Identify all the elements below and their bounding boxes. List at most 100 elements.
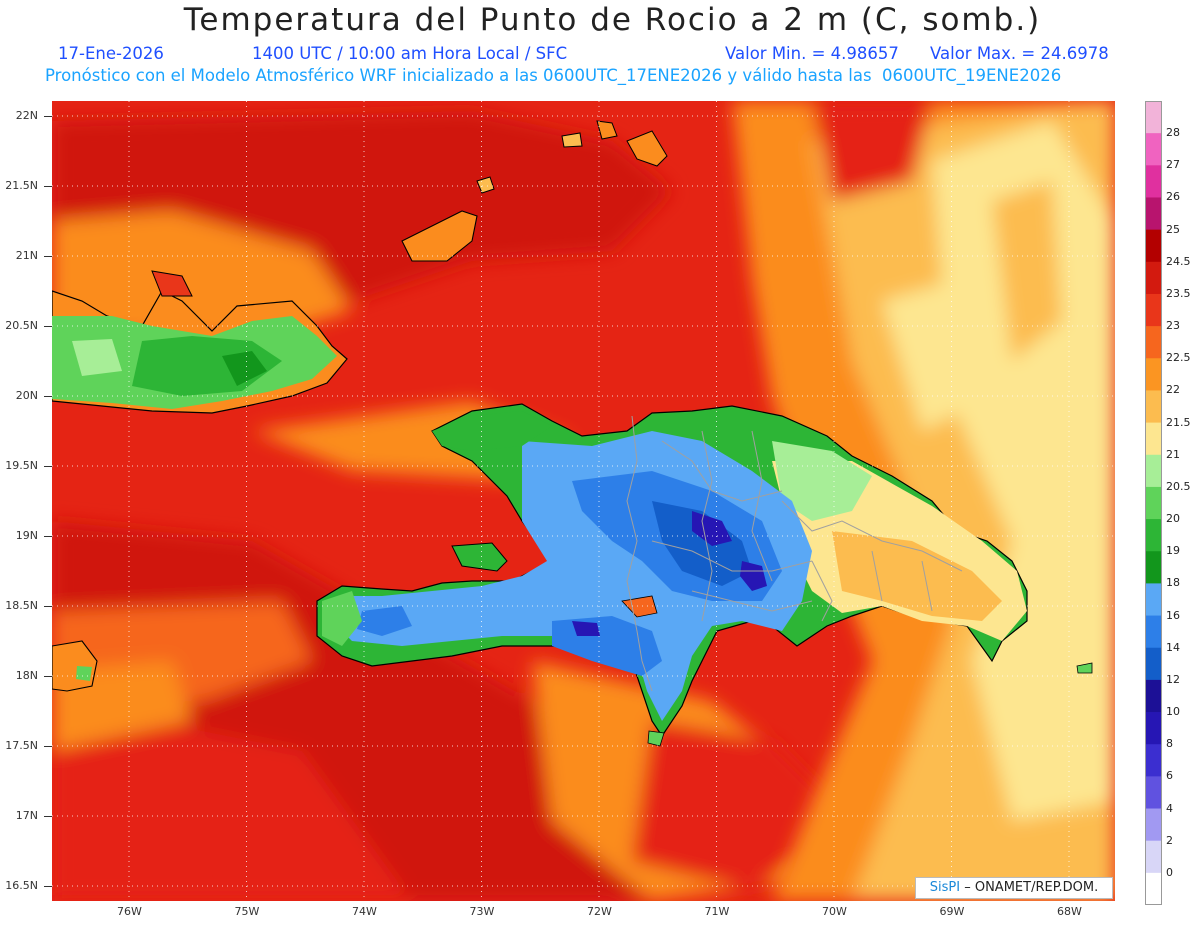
colorbar-swatch xyxy=(1145,165,1162,198)
colorbar-swatch xyxy=(1145,840,1162,874)
colorbar-label: 26 xyxy=(1166,190,1180,204)
lon-label: 69W xyxy=(939,905,965,918)
colorbar-swatch xyxy=(1145,615,1162,649)
credit-box: SisPI – ONAMET/REP.DOM. xyxy=(915,877,1113,899)
lat-label: 19N xyxy=(15,529,38,542)
lon-label: 71W xyxy=(704,905,730,918)
colorbar-label: 6 xyxy=(1166,769,1173,783)
colorbar-label: 4 xyxy=(1166,801,1173,815)
colorbar-label: 10 xyxy=(1166,705,1180,719)
chart-title: Temperatura del Punto de Rocio a 2 m (C,… xyxy=(183,2,1042,38)
lat-tick xyxy=(44,186,52,187)
colorbar-label: 0 xyxy=(1166,865,1173,879)
lat-tick xyxy=(44,466,52,467)
graticule xyxy=(52,101,1115,901)
colorbar-swatch xyxy=(1145,872,1162,905)
colorbar-label: 27 xyxy=(1166,158,1180,172)
colorbar-label: 8 xyxy=(1166,737,1173,751)
lat-tick xyxy=(44,676,52,677)
max-value-label: Valor Max. = 24.6978 xyxy=(930,44,1109,63)
colorbar-swatch xyxy=(1145,422,1162,456)
colorbar-swatch xyxy=(1145,744,1162,777)
credit-brand: SisPI xyxy=(929,880,961,895)
min-value-label: Valor Min. = 4.98657 xyxy=(725,44,899,63)
gonave-island xyxy=(451,542,508,572)
beata-island xyxy=(647,730,665,747)
dewpoint-map xyxy=(52,101,1115,901)
lat-tick xyxy=(44,396,52,397)
cuba-landmass xyxy=(52,290,348,414)
colorbar-label: 25 xyxy=(1166,222,1180,236)
lat-tick xyxy=(44,886,52,887)
credit-text: – ONAMET/REP.DOM. xyxy=(960,880,1099,895)
colorbar-swatch xyxy=(1145,293,1162,327)
lat-tick xyxy=(44,606,52,607)
colorbar-swatch xyxy=(1145,647,1162,681)
lat-label: 20.5N xyxy=(5,319,38,332)
lat-label: 17N xyxy=(15,809,38,822)
colorbar-label: 2 xyxy=(1166,833,1173,847)
jamaica-green-patch xyxy=(76,666,92,681)
colorbar-swatch xyxy=(1145,808,1162,842)
colorbar-label: 19 xyxy=(1166,544,1180,558)
lat-tick xyxy=(44,116,52,117)
colorbar-label: 18 xyxy=(1166,576,1180,590)
colorbar-swatch xyxy=(1145,712,1162,745)
lon-label: 68W xyxy=(1057,905,1082,918)
colorbar-swatch xyxy=(1145,519,1162,552)
colorbar-label: 16 xyxy=(1166,608,1180,622)
lat-label: 18N xyxy=(15,669,38,682)
lat-label: 17.5N xyxy=(5,739,38,752)
colorbar-swatch xyxy=(1145,776,1162,810)
hispaniola-landmass xyxy=(316,403,1028,738)
colorbar-swatch xyxy=(1145,326,1162,359)
lat-tick xyxy=(44,816,52,817)
lon-label: 75W xyxy=(234,905,260,918)
colorbar-swatch xyxy=(1145,101,1162,134)
lon-label: 72W xyxy=(587,905,612,918)
colorbar-swatch xyxy=(1145,229,1162,263)
colorbar-label: 22.5 xyxy=(1166,351,1191,365)
colorbar-label: 20 xyxy=(1166,512,1180,526)
lat-label: 20N xyxy=(15,389,38,402)
lat-tick xyxy=(44,256,52,257)
colorbar xyxy=(1145,101,1162,905)
bahamas-islands xyxy=(151,120,668,297)
lat-tick xyxy=(44,536,52,537)
lat-label: 21.5N xyxy=(5,179,38,192)
colorbar-swatch xyxy=(1145,390,1162,424)
lat-label: 19.5N xyxy=(5,459,38,472)
lat-tick xyxy=(44,326,52,327)
colorbar-swatch xyxy=(1145,454,1162,488)
mona-island xyxy=(1076,662,1093,674)
lat-label: 18.5N xyxy=(5,599,38,612)
colorbar-label: 20.5 xyxy=(1166,479,1191,493)
time-label: 1400 UTC / 10:00 am Hora Local / SFC xyxy=(252,44,568,63)
colorbar-swatch xyxy=(1145,551,1162,584)
colorbar-swatch xyxy=(1145,583,1162,617)
lon-label: 74W xyxy=(352,905,377,918)
colorbar-label: 12 xyxy=(1166,672,1180,686)
model-info-label: Pronóstico con el Modelo Atmosférico WRF… xyxy=(45,66,1062,85)
lon-label: 76W xyxy=(117,905,142,918)
lon-label: 73W xyxy=(469,905,495,918)
lon-label: 70W xyxy=(822,905,847,918)
colorbar-swatch xyxy=(1145,358,1162,391)
colorbar-border xyxy=(1145,101,1162,905)
colorbar-label: 22 xyxy=(1166,383,1180,397)
colorbar-swatch xyxy=(1145,486,1162,520)
colorbar-swatch xyxy=(1145,679,1162,713)
colorbar-swatch xyxy=(1145,197,1162,231)
colorbar-swatch xyxy=(1145,261,1162,295)
lat-label: 16.5N xyxy=(5,879,38,892)
colorbar-label: 21 xyxy=(1166,447,1180,461)
colorbar-label: 23.5 xyxy=(1166,286,1191,300)
lat-label: 21N xyxy=(15,249,38,262)
colorbar-label: 23 xyxy=(1166,319,1180,333)
lat-tick xyxy=(44,746,52,747)
date-label: 17-Ene-2026 xyxy=(58,44,164,63)
colorbar-label: 14 xyxy=(1166,640,1180,654)
lat-label: 22N xyxy=(15,109,38,122)
colorbar-label: 24.5 xyxy=(1166,254,1191,268)
colorbar-label: 21.5 xyxy=(1166,415,1191,429)
